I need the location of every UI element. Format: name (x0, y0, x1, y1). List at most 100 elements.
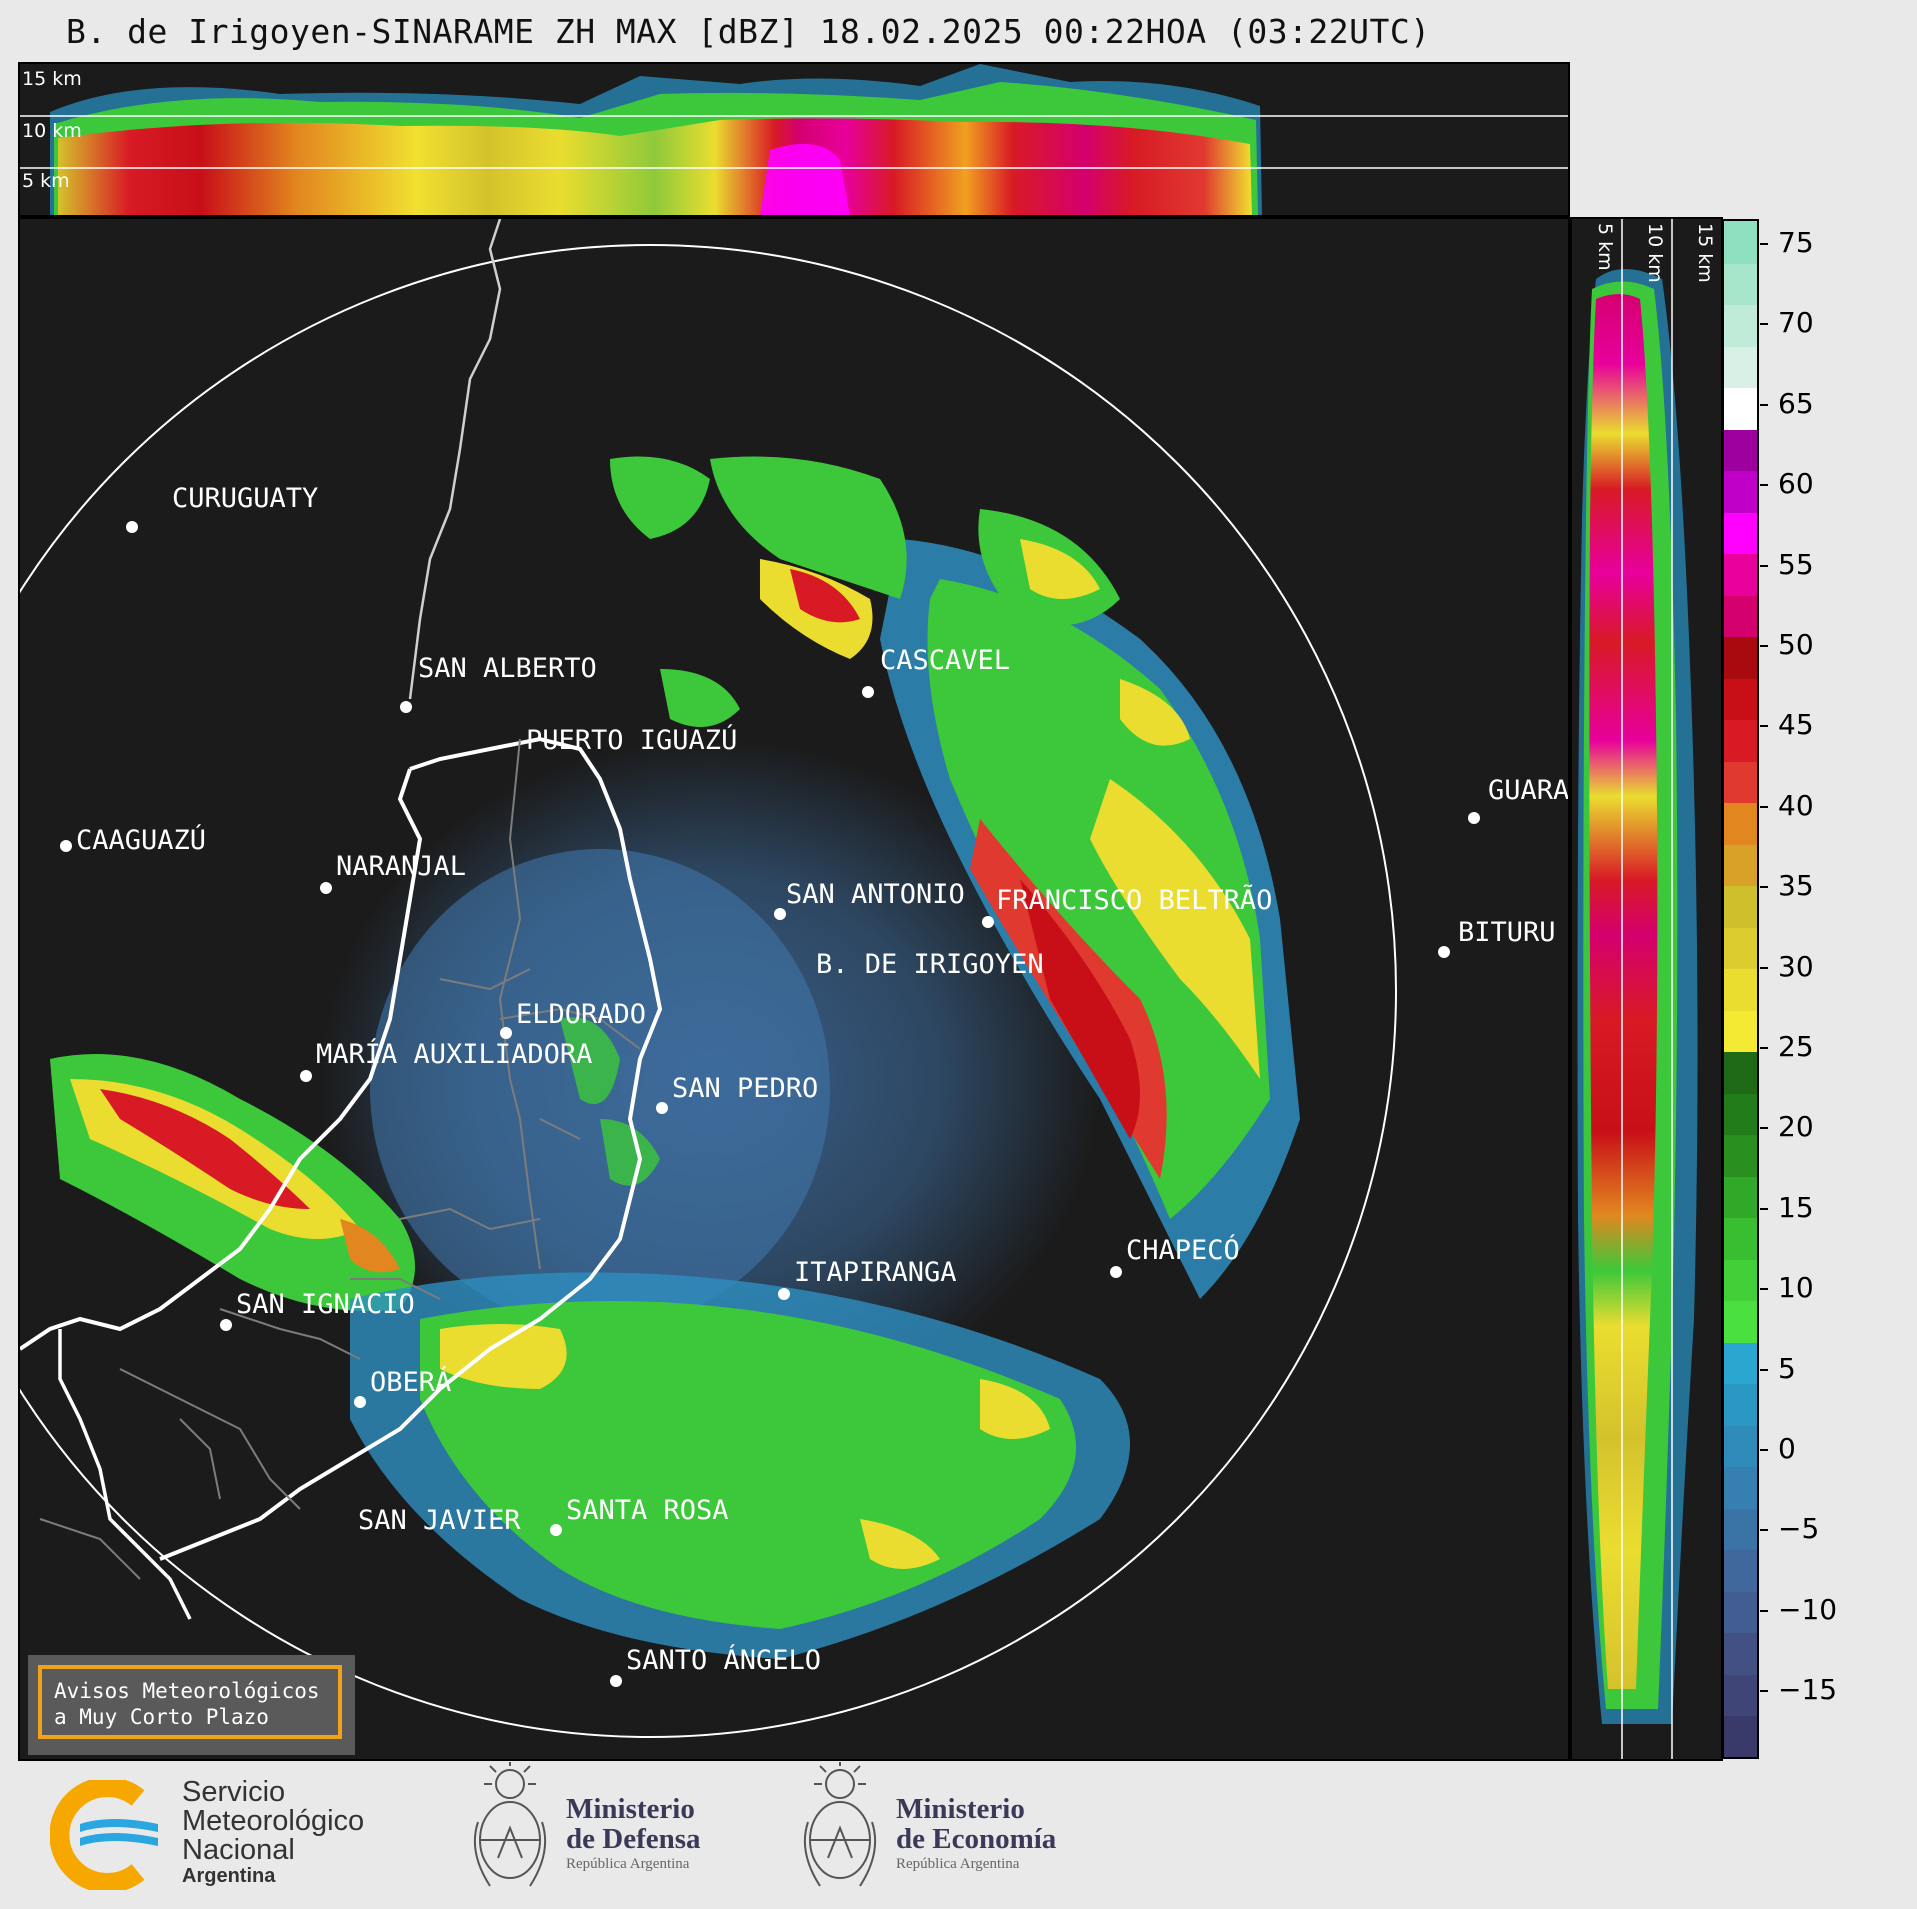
colorbar-segment (1724, 1341, 1757, 1385)
city-label: B. DE IRIGOYEN (816, 949, 1044, 980)
smn-line-3: Nacional (182, 1834, 295, 1866)
city-label: CASCAVEL (880, 645, 1011, 676)
city-dot (656, 1102, 668, 1114)
colorbar-segment (1724, 1673, 1757, 1717)
radar-map-panel[interactable]: CURUGUATY SAN ALBERTO CAAGUAZÚ CASCAVEL … (18, 217, 1570, 1761)
city-label: SAN ANTONIO (786, 879, 965, 910)
colorbar-tick (1760, 1368, 1768, 1371)
city-label: OBERÁ (370, 1367, 452, 1398)
colorbar-tick (1760, 564, 1768, 567)
colorbar-tick (1760, 725, 1768, 728)
smn-line-2: Meteorológico (182, 1805, 365, 1837)
top-cross-section-echoes (20, 64, 1568, 215)
colorbar-segment (1724, 221, 1757, 264)
colorbar-tick (1760, 484, 1768, 487)
city-dot (774, 908, 786, 920)
colorbar-segment (1724, 968, 1757, 1011)
radar-reflectivity-layer (20, 219, 1397, 1738)
colorbar-tick (1760, 403, 1768, 406)
city-label: CAAGUAZÚ (76, 825, 207, 856)
city-dot (550, 1524, 562, 1536)
city-label: BITURU (1458, 917, 1556, 948)
right-height-label-10: 10 km (1644, 223, 1666, 283)
colorbar-segment (1724, 428, 1757, 472)
colorbar-segment (1724, 719, 1757, 762)
city-label: CURUGUATY (172, 483, 319, 514)
warning-line-1: Avisos Meteorológicos (54, 1679, 320, 1703)
colorbar-segment (1724, 594, 1757, 638)
colorbar-tick (1760, 1609, 1768, 1612)
city-dot (1438, 946, 1450, 958)
colorbar-segment (1724, 1466, 1757, 1509)
colorbar-tick (1760, 645, 1768, 647)
colorbar-tick (1760, 1529, 1768, 1532)
colorbar-tick (1760, 1047, 1768, 1049)
colorbar-segment (1724, 1590, 1757, 1634)
warning-line-2: a Muy Corto Plazo (54, 1705, 269, 1729)
smn-line-4: Argentina (182, 1865, 276, 1887)
city-label: ITAPIRANGA (794, 1257, 957, 1288)
city-dot (354, 1396, 366, 1408)
colorbar-tick-label: 45 (1778, 708, 1814, 742)
colorbar-tick-label: 65 (1778, 386, 1814, 420)
colorbar-segment (1724, 1383, 1757, 1426)
city-dot (300, 1070, 312, 1082)
colorbar-segment (1724, 1175, 1757, 1219)
colorbar-tick (1760, 805, 1768, 808)
colorbar-tick-label: 70 (1778, 306, 1814, 340)
city-label: SAN IGNACIO (236, 1289, 415, 1320)
colorbar-segment (1724, 1424, 1757, 1468)
economia-name: Ministerio de Economía República Argenti… (896, 1794, 1056, 1874)
colorbar-segment (1724, 677, 1757, 721)
smn-name: Servicio Meteorológico Nacional Argentin… (182, 1778, 365, 1888)
top-cross-section-panel: 15 km 10 km 5 km (18, 62, 1570, 217)
colorbar-segment (1724, 304, 1757, 347)
city-label: SAN ALBERTO (418, 653, 597, 684)
city-dot (982, 916, 994, 928)
city-label: MARÍA AUXILIADORA (316, 1039, 593, 1070)
colorbar-tick (1760, 1207, 1768, 1210)
colorbar-segment (1724, 511, 1757, 555)
colorbar-tick (1760, 886, 1768, 889)
city-dot (778, 1288, 790, 1300)
city-label: SAN JAVIER (358, 1505, 521, 1536)
colorbar-tick-label: 5 (1778, 1351, 1796, 1385)
city-label: GUARA (1488, 775, 1570, 806)
city-dot (220, 1319, 232, 1331)
colorbar-tick-label: −5 (1778, 1512, 1820, 1546)
colorbar-segment (1724, 1549, 1757, 1592)
city-dot (126, 521, 138, 533)
city-dot (60, 840, 72, 852)
colorbar-tick-label: −10 (1778, 1592, 1838, 1626)
city-dot (400, 701, 412, 713)
warning-box-frame: Avisos Meteorológicos a Muy Corto Plazo (38, 1665, 342, 1739)
colorbar-segment (1724, 1715, 1757, 1757)
defensa-line-2: de Defensa (566, 1823, 701, 1855)
smn-logo-icon (50, 1780, 158, 1890)
colorbar-tick-label: 55 (1778, 547, 1814, 581)
colorbar-segment (1724, 387, 1757, 430)
right-cross-section-panel: 5 km 10 km 15 km (1570, 217, 1723, 1761)
colorbar-tick-label: 35 (1778, 869, 1814, 903)
colorbar-segment (1724, 1507, 1757, 1551)
city-label: SAN PEDRO (672, 1073, 819, 1104)
colorbar-tick-label: 40 (1778, 788, 1814, 822)
colorbar-tick (1760, 1449, 1768, 1451)
colorbar-tick-label: 50 (1778, 628, 1814, 661)
city-dot (320, 882, 332, 894)
colorbar-tick-label: 30 (1778, 949, 1814, 983)
economia-line-3: República Argentina (896, 1856, 1020, 1872)
colorbar-tick (1760, 1690, 1768, 1693)
colorbar-tick-label: −15 (1778, 1673, 1838, 1707)
colorbar-segment (1724, 802, 1757, 845)
colorbar-segment (1724, 553, 1757, 596)
colorbar-segment (1724, 470, 1757, 513)
colorbar-tick (1760, 243, 1768, 245)
right-height-label-15: 15 km (1694, 223, 1716, 283)
economia-line-1: Ministerio (896, 1793, 1025, 1825)
colorbar-segment (1724, 843, 1757, 887)
city-dot (610, 1675, 622, 1687)
city-label: NARANJAL (336, 851, 467, 882)
city-dot (1468, 812, 1480, 824)
city-label: ELDORADO (516, 999, 647, 1030)
